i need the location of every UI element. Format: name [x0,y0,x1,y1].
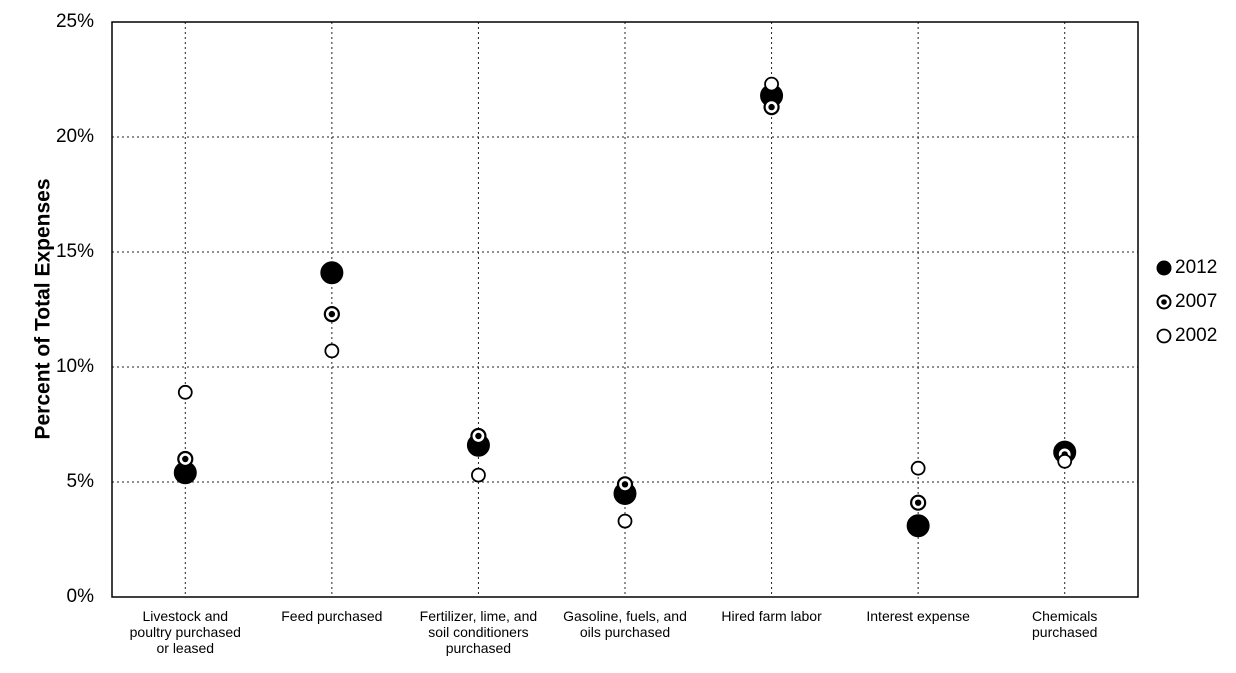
y-tick-label: 15% [56,241,94,262]
x-category-label-line: poultry purchased [130,624,241,640]
x-category-label: Interest expense [866,608,970,624]
x-category-label: Hired farm labor [721,608,822,624]
point-2002 [764,76,779,92]
point-2002 [324,343,340,359]
point-2007 [323,306,340,323]
x-category-label: Feed purchased [281,608,382,624]
marker-dot [475,432,482,440]
legend-item-2002: 2002 [1156,325,1217,346]
x-category-label: Chemicals purchased [1032,608,1097,640]
y-axis-tick-labels: 0% 5% 10% 15% 20% 25% [56,11,94,607]
y-tick-label: 0% [67,586,95,607]
gridlines [112,22,1138,597]
x-category-label-line: Hired farm labor [721,608,822,624]
x-category-label: Livestock and poultry purchased or leased [130,608,241,656]
legend-label: 2012 [1175,257,1217,278]
x-axis-category-labels: Livestock and poultry purchased or leased F… [130,608,1098,656]
marker-dot [914,499,922,506]
y-tick-label: 10% [56,356,94,377]
marker-dot [768,103,775,111]
series-2007 [177,98,1073,511]
point-2007 [616,476,634,493]
point-2002 [617,513,633,529]
point-2002 [471,467,486,483]
point-2012 [906,514,930,538]
point-2007 [177,450,194,468]
legend-item-2012: 2012 [1156,257,1217,278]
marker-dot [328,310,336,318]
x-category-label-line: oils purchased [580,624,670,640]
point-2002 [177,384,193,400]
point-2007 [470,427,487,445]
legend-label: 2002 [1175,325,1217,346]
y-tick-label: 5% [67,471,95,492]
y-tick-label: 25% [56,11,94,32]
x-category-label-line: Gasoline, fuels, and [563,608,687,624]
point-2007 [763,98,780,116]
series-2002 [177,76,1073,529]
legend-item-2007: 2007 [1156,291,1217,312]
x-category-label-line: Livestock and [142,608,228,624]
x-category-label-line: Fertilizer, lime, and [420,608,537,624]
x-category-label-line: Feed purchased [281,608,382,624]
legend: 2012 2007 2002 [1156,257,1217,346]
legend-marker [1156,260,1172,276]
legend-label: 2007 [1175,291,1217,312]
x-category-label-line: Chemicals [1032,608,1097,624]
data-points [173,76,1077,538]
point-2002 [910,460,926,476]
marker-dot [621,481,629,488]
x-category-label-line: or leased [156,640,214,656]
x-category-label-line: purchased [446,640,511,656]
point-2002 [1057,453,1073,469]
point-2012 [320,261,344,285]
y-axis-label: Percent of Total Expenses [32,178,55,439]
x-category-label-line: soil conditioners [428,624,528,640]
marker-dot [182,455,189,463]
x-category-label-line: purchased [1032,624,1097,640]
legend-marker [1156,328,1172,344]
x-category-label: Fertilizer, lime, and soil conditioners pu… [420,608,537,656]
plot-area-frame [111,21,1139,598]
legend-marker-dot [1161,299,1167,305]
point-2007 [910,494,927,511]
y-tick-label: 20% [56,126,94,147]
x-category-label: Gasoline, fuels, and oils purchased [563,608,687,640]
x-category-label-line: Interest expense [866,608,970,624]
